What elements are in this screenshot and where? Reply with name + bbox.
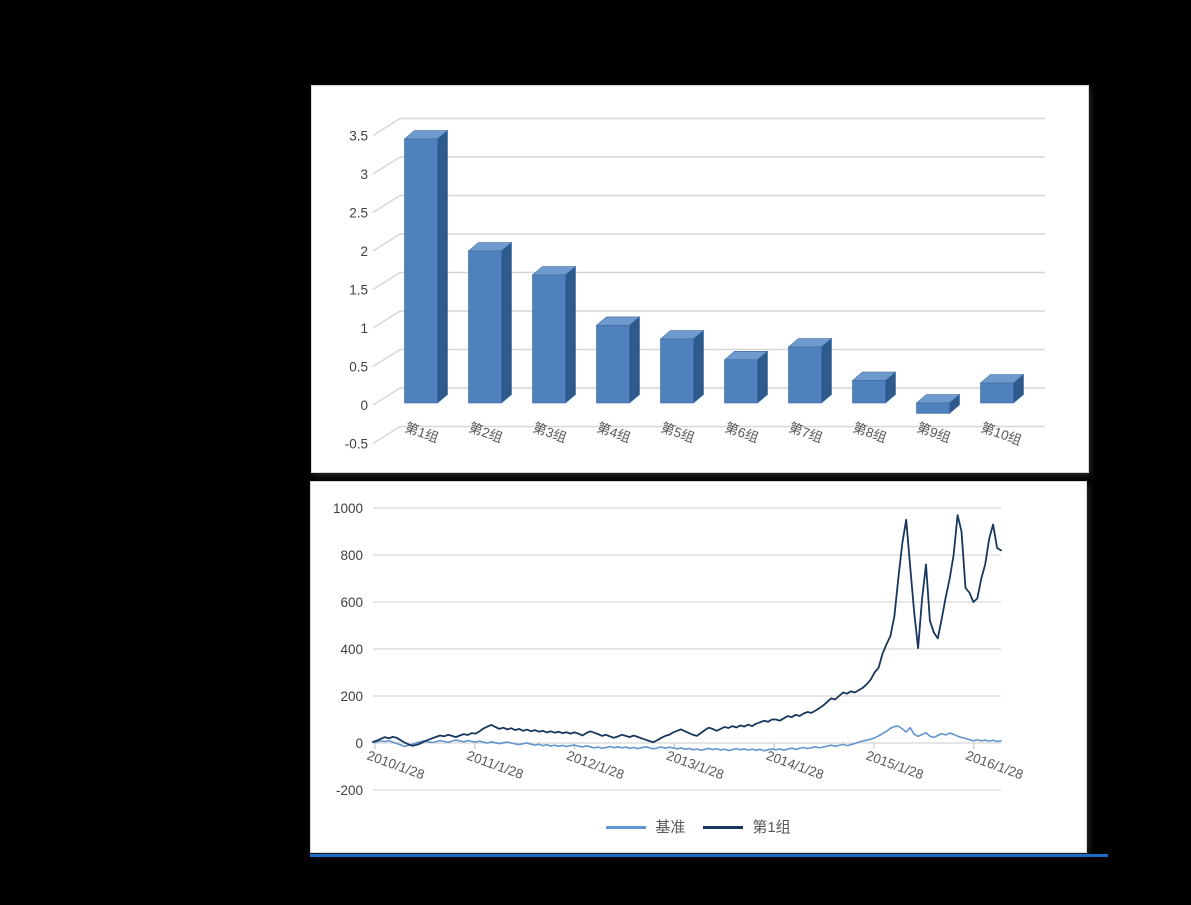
line-x-tick-label: 2011/1/28 (465, 748, 526, 782)
line-y-tick-label: 600 (340, 595, 363, 610)
bar-第10组 (979, 373, 1025, 404)
line-y-tick-label: 200 (340, 689, 363, 704)
bar-y-tick-label: 3 (360, 167, 368, 182)
bar-第7组 (787, 337, 833, 404)
line-y-tick-label: 1000 (333, 501, 363, 516)
line-y-tick-label: 800 (340, 548, 363, 563)
bar-y-tick-label: -0.5 (345, 437, 368, 452)
bar-category-label: 第5组 (659, 419, 697, 446)
bar-category-label: 第1组 (403, 419, 441, 446)
legend-label-benchmark: 基准 (655, 818, 686, 836)
group1-line-swatch (703, 825, 744, 829)
bar-y-tick-label: 3.5 (349, 129, 368, 144)
benchmark-line-swatch (606, 825, 647, 829)
bar-category-label: 第3组 (531, 419, 569, 446)
bar-y-tick-label: 0.5 (349, 360, 368, 375)
line-x-tick-label: 2012/1/28 (565, 748, 627, 783)
bar-y-tick-label: 2 (360, 244, 368, 259)
bar-category-label: 第9组 (915, 419, 953, 446)
bar-第5组 (659, 329, 705, 404)
series-line-基准 (372, 725, 1002, 752)
line-x-tick-label: 2015/1/28 (864, 748, 926, 783)
bar-第1组 (403, 129, 449, 404)
bar-第2组 (467, 241, 513, 404)
line-x-tick-label: 2010/1/28 (365, 748, 427, 783)
bar-第4组 (595, 316, 641, 404)
line-y-tick-label: 400 (340, 642, 363, 657)
bar-第9组 (915, 393, 961, 415)
bar-category-label: 第4组 (595, 419, 633, 446)
line-y-tick-label: -200 (336, 783, 363, 798)
bar-category-label: 第6组 (723, 419, 761, 446)
bar-category-label: 第8组 (851, 419, 889, 446)
chart-legend: 基准 第1组 (311, 815, 1086, 839)
line-x-tick-label: 2013/1/28 (664, 748, 726, 783)
bar-chart-svg: 3.5 3 2.5 2 1.5 1 0.5 0 -0.5 第1组 第2组 第3组 第4组 第5组 第6组 第7… (345, 117, 1045, 452)
legend-item-group1: 第1组 (703, 818, 791, 836)
line-y-tick-label: 0 (355, 736, 363, 751)
bar-category-label: 第2组 (467, 419, 505, 446)
bar-y-tick-label: 0 (360, 398, 368, 413)
series-line-第1组 (372, 514, 1002, 747)
bar-chart-panel: 3.5 3 2.5 2 1.5 1 0.5 0 -0.5 第1组 第2组 第3组 第4组 第5组 第6组 第7… (311, 85, 1089, 473)
bar-y-tick-label: 2.5 (349, 206, 368, 221)
line-grid: 1000 800 600 400 200 0 -200 (333, 501, 1001, 798)
line-x-tick-label: 2014/1/28 (764, 748, 826, 783)
bar-第3组 (531, 265, 577, 404)
bar-category-labels: 第1组 第2组 第3组 第4组 第5组 第6组 第7组 第8组 第9组 第10组 (403, 419, 1024, 448)
accent-underline-bar (310, 854, 1108, 857)
line-chart-panel: 1000 800 600 400 200 0 -200 2010/1/28 2011/1/28 2… (310, 481, 1087, 853)
legend-item-benchmark: 基准 (606, 820, 685, 835)
bar-category-label: 第7组 (787, 419, 825, 446)
bar-第6组 (723, 350, 769, 404)
legend-label-group1: 第1组 (752, 818, 791, 836)
bar-category-label: 第10组 (979, 419, 1024, 448)
bar-y-tick-label: 1.5 (349, 283, 368, 298)
bar-series (403, 129, 1025, 415)
bar-第8组 (851, 371, 897, 404)
line-x-tick-label: 2016/1/28 (964, 748, 1026, 783)
bar-y-tick-label: 1 (360, 321, 368, 336)
